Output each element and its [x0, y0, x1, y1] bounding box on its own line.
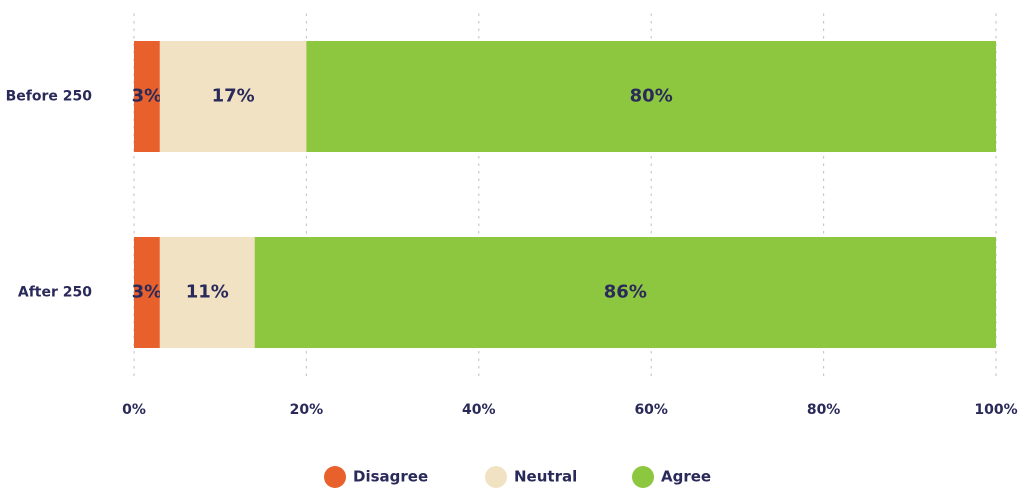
data-label-neutral: 17% [212, 86, 255, 107]
data-label-neutral: 11% [186, 282, 229, 303]
legend-swatch-neutral [485, 466, 507, 488]
category-label: After 250 [18, 285, 92, 301]
x-tick-label: 100% [974, 402, 1017, 418]
legend-label-disagree: Disagree [353, 468, 428, 486]
legend-label-neutral: Neutral [514, 468, 577, 486]
bar-segment-agree [306, 41, 996, 152]
bar-segment-neutral [159, 41, 307, 152]
bar-segment-agree [254, 237, 996, 348]
data-label-disagree: 3% [132, 86, 163, 107]
data-label-agree: 80% [630, 86, 673, 107]
legend-swatch-disagree [324, 466, 346, 488]
legend: Disagree Neutral Agree [324, 466, 711, 488]
bar-segment-disagree [134, 237, 160, 348]
x-tick-label: 40% [462, 402, 496, 418]
bar-segment-disagree [134, 41, 160, 152]
bar-segment-neutral [159, 237, 255, 348]
x-tick-label: 20% [290, 402, 324, 418]
category-label: Before 250 [6, 89, 93, 105]
data-label-agree: 86% [604, 282, 647, 303]
x-tick-label: 0% [122, 402, 146, 418]
x-axis: 0% 20% 40% 60% 80% 100% [122, 402, 1018, 418]
category-axis: Before 250 After 250 [6, 89, 93, 301]
bars: 3% 17% 80% 3% 11% 86% [132, 41, 996, 348]
x-tick-label: 80% [807, 402, 841, 418]
legend-label-agree: Agree [661, 468, 711, 486]
legend-swatch-agree [632, 466, 654, 488]
data-label-disagree: 3% [132, 282, 163, 303]
x-tick-label: 60% [634, 402, 668, 418]
